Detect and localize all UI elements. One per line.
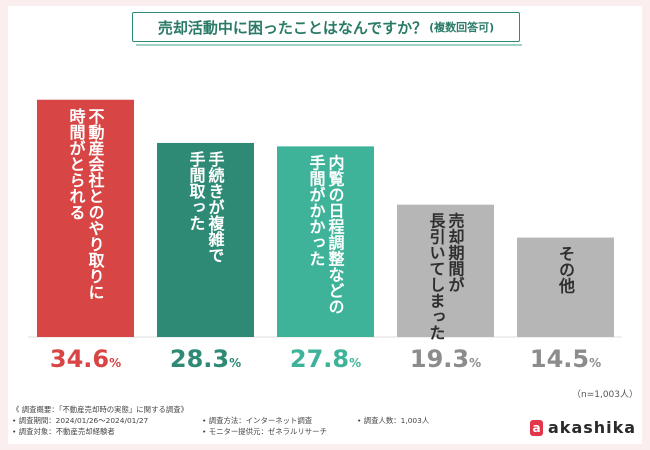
bar-1 (37, 99, 134, 337)
bar-3 (277, 146, 374, 337)
survey-overview-heading: 《 調査概要：「不動産売却時の実態」に関する調査》 (12, 405, 189, 414)
bar-1-label-line-1: 不動産会社とのやり取りに (86, 108, 106, 300)
bar-3-label-line-2: 手間がかかった (307, 153, 326, 266)
bar-2-label-line-2: 手間取った (187, 150, 206, 231)
bar-4 (397, 204, 494, 337)
survey-count: • 調査人数：1,003人 (357, 416, 430, 425)
logo-mark-icon: a (530, 419, 543, 436)
survey-method: • 調査方法：インターネット調査 (202, 416, 313, 425)
bar-5-value-label: 14.5% (530, 345, 601, 373)
survey-period: • 調査期間：2024/01/26～2024/01/27 (12, 416, 149, 425)
chart-subtitle: (複数回答可) (429, 21, 495, 34)
bar-2-label-line-1: 手続きが複雑で (206, 150, 226, 263)
bar-3-label-line-1: 内覧の日程調整などの (326, 153, 346, 314)
survey-monitor: • モニター提供元：ゼネラルリサーチ (202, 427, 327, 436)
bar-1-value-label: 34.6% (50, 345, 121, 373)
bar-4-label-line-1: 売却期間が (446, 212, 465, 293)
sample-size-note: （n=1,003人） (571, 390, 638, 400)
survey-target: • 調査対象：不動産売却経験者 (12, 427, 115, 436)
bar-5-label-line-1: その他 (556, 246, 576, 295)
chart-title-text: 売却活動中に困ったことはなんですか？ (157, 18, 428, 37)
bar-2 (157, 142, 254, 337)
logo-wordmark: akashika (548, 418, 637, 437)
bar-4-value-label: 19.3% (410, 345, 481, 373)
bar-3-value-label: 27.8% (290, 345, 361, 373)
bar-2-value-label: 28.3% (170, 345, 241, 373)
chart-title: 売却活動中に困ったことはなんですか？ (複数回答可) (132, 12, 520, 42)
akashika-logo: a akashika (530, 418, 636, 437)
bar-4-label-line-2: 長引いてしまった (427, 213, 446, 341)
title-underline (136, 44, 522, 46)
bar-1-label-line-2: 時間がとられる (67, 107, 86, 220)
bar-5 (517, 237, 614, 337)
